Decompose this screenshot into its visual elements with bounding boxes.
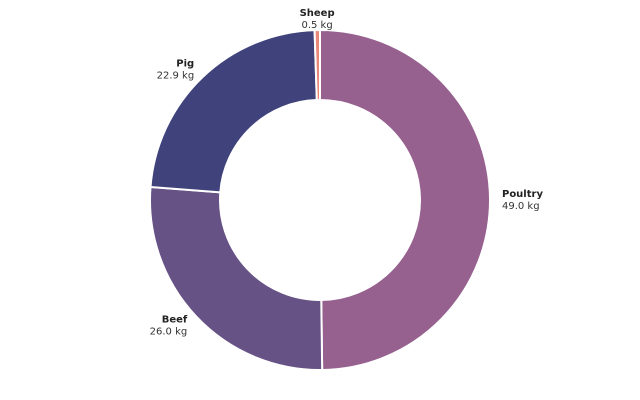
slice-value-label: 22.9 kg: [157, 70, 195, 81]
slice-value-label: 49.0 kg: [502, 201, 540, 212]
slice-name-label: Sheep: [300, 8, 335, 19]
slice-name-label: Poultry: [502, 189, 543, 200]
slice-value-label: 0.5 kg: [301, 20, 332, 31]
slice-name-label: Beef: [162, 315, 188, 326]
slice-value-label: 26.0 kg: [150, 327, 188, 338]
slice-poultry: [319, 28, 491, 372]
slice-name-label: Pig: [176, 58, 194, 69]
slice-beef: [149, 185, 324, 371]
slice-sheep: [313, 28, 321, 102]
slices-layer: [149, 28, 491, 372]
slice-pig: [149, 29, 318, 194]
